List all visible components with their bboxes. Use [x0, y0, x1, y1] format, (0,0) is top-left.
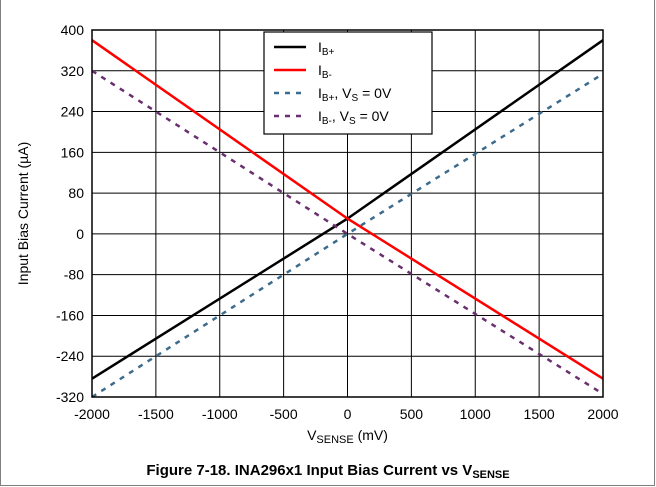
y-tick-label: 0 — [76, 226, 84, 242]
y-tick-label: -240 — [56, 348, 84, 364]
legend-label: IB- — [318, 62, 332, 81]
y-axis-title: Input Bias Current (µA) — [15, 142, 31, 285]
y-tick-labels: -320 -240 -160 -80 0 80 160 240 320 400 — [56, 22, 84, 405]
y-tick-label: 400 — [61, 22, 85, 38]
x-tick-label: -500 — [270, 406, 298, 422]
legend: IB+ IB- IB+, VS = 0V IB-, VS = 0V — [263, 31, 433, 135]
caption-subscript: SENSE — [472, 469, 510, 481]
x-tick-label: -1000 — [202, 406, 238, 422]
x-tick-label: 0 — [344, 406, 352, 422]
x-tick-label: 500 — [400, 406, 424, 422]
legend-box — [263, 31, 433, 135]
plot-border — [91, 29, 604, 398]
series-line — [91, 72, 604, 399]
y-tick-label: -320 — [56, 389, 84, 405]
x-tick-labels: -2000 -1500 -1000 -500 0 500 1000 1500 2000 — [74, 406, 619, 422]
series-lines — [91, 39, 604, 399]
legend-label: IB+, VS = 0V — [318, 85, 392, 104]
bias-current-chart: -2000 -1500 -1000 -500 0 500 1000 1500 2000 -320… — [15, 22, 619, 446]
y-tick-label: 320 — [61, 63, 85, 79]
figure-caption: Figure 7-18. INA296x1 Input Bias Current… — [0, 462, 656, 481]
y-tick-label: -80 — [64, 267, 84, 283]
y-tick-label: -160 — [56, 307, 84, 323]
x-tick-label: 1000 — [460, 406, 491, 422]
series-line — [91, 69, 604, 396]
x-tick-label: 1500 — [524, 406, 555, 422]
x-tick-label: -1500 — [138, 406, 174, 422]
series-line — [91, 39, 604, 380]
x-axis-title: VSENSE (mV) — [307, 427, 388, 446]
legend-label: IB-, VS = 0V — [318, 108, 389, 127]
legend-label: IB+ — [318, 39, 335, 58]
x-tick-label: -2000 — [74, 406, 110, 422]
y-tick-label: 80 — [68, 185, 84, 201]
y-tick-label: 160 — [61, 144, 85, 160]
x-tick-label: 2000 — [587, 406, 618, 422]
y-tick-label: 240 — [61, 104, 85, 120]
caption-text: Figure 7-18. INA296x1 Input Bias Current… — [146, 462, 473, 479]
